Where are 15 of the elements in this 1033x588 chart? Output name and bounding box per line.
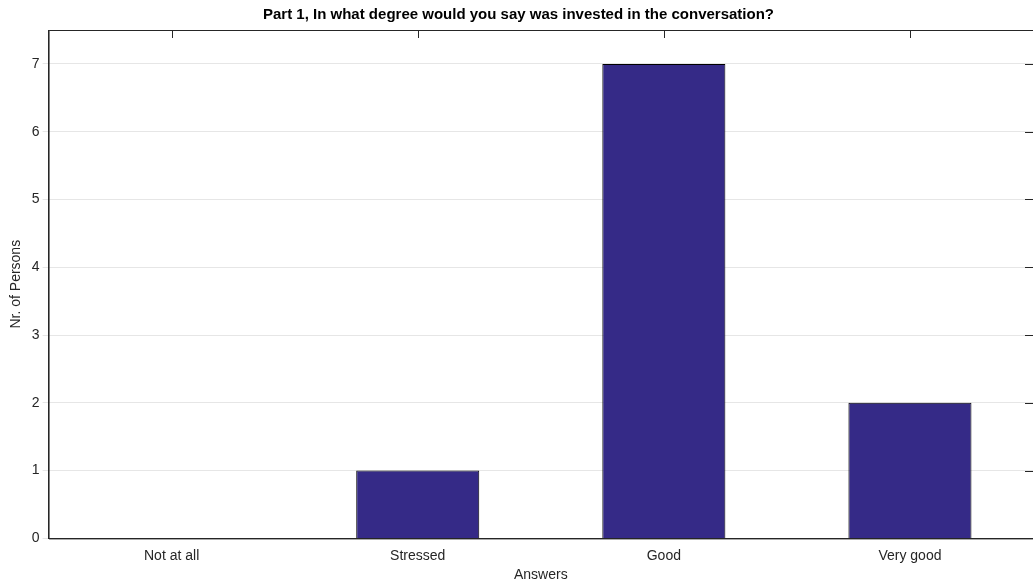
- chart-title: Part 1, In what degree would you say was invested in the conversation?: [263, 5, 774, 23]
- x-tick-label: Not at all: [144, 546, 200, 563]
- x-tick-label: Good: [646, 546, 681, 563]
- y-tick-label: 1: [31, 461, 40, 478]
- x-axis-title: Answers: [513, 566, 568, 583]
- y-tick-label: 2: [31, 393, 40, 410]
- x-tick-label: Stressed: [390, 546, 446, 563]
- y-tick-label: 7: [31, 54, 40, 71]
- y-tick-label: 3: [31, 325, 40, 342]
- y-tick-label: 5: [31, 190, 40, 207]
- x-tick-label: Very good: [878, 546, 942, 563]
- y-tick-label: 0: [31, 529, 40, 546]
- y-tick-label: 4: [31, 258, 40, 275]
- y-tick-label: 6: [31, 122, 40, 139]
- y-axis-title: Nr. of Persons: [7, 239, 24, 329]
